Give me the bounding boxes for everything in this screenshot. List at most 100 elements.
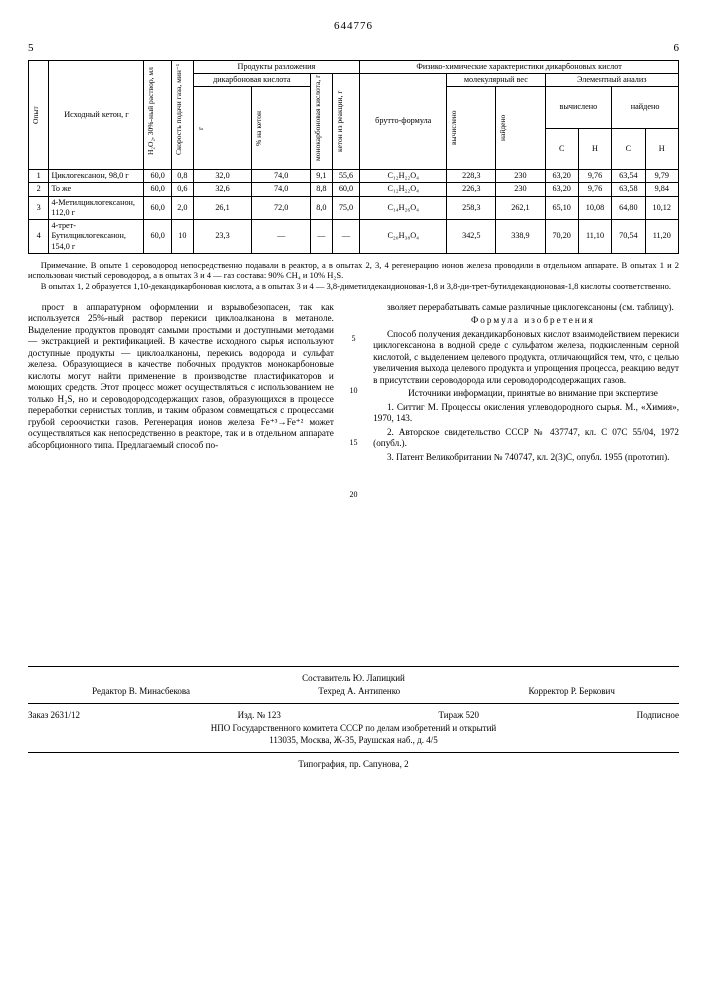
- order: Заказ 2631/12: [28, 710, 80, 721]
- cell: 70,54: [612, 220, 645, 254]
- cell: 10,12: [645, 196, 678, 220]
- addr: 113035, Москва, Ж-35, Раушская наб., д. …: [28, 735, 679, 746]
- cell: 72,0: [252, 196, 311, 220]
- cell: 74,0: [252, 170, 311, 183]
- hdr-kfr: кетон из реакции, г: [335, 81, 344, 161]
- cell: 26,1: [193, 196, 252, 220]
- cell: 9,79: [645, 170, 678, 183]
- hdr-brutto: брутто-формула: [360, 73, 447, 169]
- cell: 8,0: [311, 196, 333, 220]
- note-p2: В опытах 1, 2 образуется 1,10-декандикар…: [28, 281, 679, 292]
- cell: 64,80: [612, 196, 645, 220]
- cell: 23,3: [193, 220, 252, 254]
- cell: C₁₂H₂₂O₄: [360, 183, 447, 196]
- cell: 9,1: [311, 170, 333, 183]
- hdr-cc: C: [545, 128, 578, 170]
- hdr-phys: Физико-химические характеристики дикарбо…: [360, 60, 679, 73]
- sub: Подписное: [637, 710, 679, 721]
- typo: Типография, пр. Сапунова, 2: [28, 759, 679, 770]
- cell: 63,20: [545, 170, 578, 183]
- cell: C₁₄H₂₆O₄: [360, 196, 447, 220]
- cell: 60,0: [144, 183, 172, 196]
- cell: 8,8: [311, 183, 333, 196]
- cell: 1: [29, 170, 49, 183]
- cell: 226,3: [447, 183, 496, 196]
- table-note: Примечание. В опыте 1 сероводород непоср…: [28, 260, 679, 292]
- hdr-g: г: [196, 88, 205, 168]
- cell: 4-Метилциклогексанон, 112,0 г: [49, 196, 144, 220]
- hdr-molwt: молекулярный вес: [447, 73, 545, 86]
- ln20: 20: [348, 490, 359, 500]
- credits: Составитель Ю. Лапицкий Редактор В. Мина…: [28, 673, 679, 771]
- cell: 338,9: [496, 220, 545, 254]
- cell: C₁₂H₂₂O₄: [360, 170, 447, 183]
- tirazh: Тираж 520: [438, 710, 479, 721]
- hdr-monocarb: монокарбоновая кислота, г: [313, 81, 322, 161]
- hdr-elem: Элементный анализ: [545, 73, 679, 86]
- right-column: зволяет перерабатывать самые различные ц…: [373, 302, 679, 500]
- cell: 342,5: [447, 220, 496, 254]
- cell: 9,76: [578, 170, 611, 183]
- ln10: 10: [348, 386, 359, 396]
- izd: Изд. № 123: [238, 710, 281, 721]
- cell: 9,84: [645, 183, 678, 196]
- cell: 32,0: [193, 170, 252, 183]
- hdr-pct: % на кетон: [254, 88, 263, 168]
- editor: Редактор В. Минасбекова: [92, 686, 190, 697]
- hdr-h2o2: H₂O₂, 30%-ный раствор, мл: [146, 75, 155, 155]
- cell: 60,0: [144, 220, 172, 254]
- cell: 10: [171, 220, 193, 254]
- source-1: 1. Ситтиг М. Процессы окисления углеводо…: [373, 402, 679, 425]
- cell: 32,6: [193, 183, 252, 196]
- right-p2: Способ получения декандикарбоновых кисло…: [373, 329, 679, 387]
- cell: 230: [496, 170, 545, 183]
- hdr-hc: H: [578, 128, 611, 170]
- cell: 0,6: [171, 183, 193, 196]
- cell: 3: [29, 196, 49, 220]
- cell: —: [332, 220, 360, 254]
- cell: 10,08: [578, 196, 611, 220]
- cell: 11,20: [645, 220, 678, 254]
- ln5: 5: [348, 334, 359, 344]
- hdr-mwf: найдено: [498, 88, 507, 168]
- cell: 228,3: [447, 170, 496, 183]
- data-table: Опыт Исходный кетон, г H₂O₂, 30%-ный рас…: [28, 60, 679, 254]
- cell: 75,0: [332, 196, 360, 220]
- table-row: 1Циклогексанон, 98,0 г60,00,832,074,09,1…: [29, 170, 679, 183]
- table-row: 2То же60,00,632,674,08,860,0C₁₂H₂₂O₄226,…: [29, 183, 679, 196]
- cell: —: [252, 220, 311, 254]
- hdr-hf: H: [645, 128, 678, 170]
- cell: То же: [49, 183, 144, 196]
- right-p1: зволяет перерабатывать самые различные ц…: [373, 302, 679, 314]
- cell: 65,10: [545, 196, 578, 220]
- cell: 4: [29, 220, 49, 254]
- source-3: 3. Патент Великобритании № 740747, кл. 2…: [373, 452, 679, 464]
- hdr-decomp: Продукты разложения: [193, 60, 360, 73]
- table-row: 44-трет-Бутилциклогексанон, 154,0 г60,01…: [29, 220, 679, 254]
- cell: 55,6: [332, 170, 360, 183]
- cell: 258,3: [447, 196, 496, 220]
- page-left: 5: [28, 42, 34, 56]
- techred: Техред А. Антипенко: [318, 686, 400, 697]
- hdr-gasrate: Скорость подачи газа, мин⁻¹: [174, 75, 183, 155]
- hdr-dicarb: дикарбоновая кислота: [193, 73, 310, 86]
- cell: 63,58: [612, 183, 645, 196]
- hdr-found2: найдено: [612, 87, 679, 129]
- cell: 11,10: [578, 220, 611, 254]
- note-p1: Примечание. В опыте 1 сероводород непоср…: [28, 260, 679, 281]
- hdr-cf: C: [612, 128, 645, 170]
- ln15: 15: [348, 438, 359, 448]
- compiler: Составитель Ю. Лапицкий: [28, 673, 679, 684]
- cell: 2,0: [171, 196, 193, 220]
- hdr-ketone: Исходный кетон, г: [49, 60, 144, 170]
- cell: 9,76: [578, 183, 611, 196]
- cell: 262,1: [496, 196, 545, 220]
- hdr-mwc: вычислено: [449, 88, 458, 168]
- cell: 230: [496, 183, 545, 196]
- cell: C₂₀H₃₈O₄: [360, 220, 447, 254]
- hdr-opyt: Опыт: [31, 75, 40, 155]
- cell: 0,8: [171, 170, 193, 183]
- cell: 63,20: [545, 183, 578, 196]
- cell: 2: [29, 183, 49, 196]
- org: НПО Государственного комитета СССР по де…: [28, 723, 679, 734]
